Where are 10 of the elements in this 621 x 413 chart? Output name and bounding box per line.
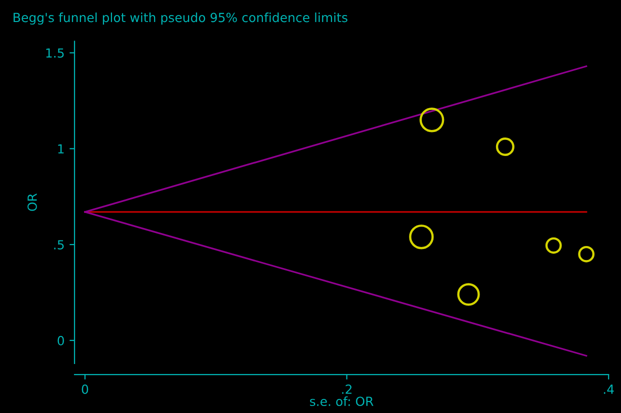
y-tick-label: .5: [54, 240, 64, 250]
x-tick-label: .2: [342, 384, 352, 394]
y-tick-label: 0: [58, 336, 64, 346]
x-axis-title: s.e. of: OR: [310, 396, 374, 406]
x-tick-label: 0: [82, 384, 88, 394]
x-tick-label: .4: [604, 384, 614, 394]
y-tick-label: 1: [58, 144, 64, 154]
y-axis-title: OR: [27, 193, 37, 211]
chart-title: Begg's funnel plot with pseudo 95% confidence limits: [14, 12, 348, 25]
y-tick-label: 1.5: [46, 48, 64, 58]
